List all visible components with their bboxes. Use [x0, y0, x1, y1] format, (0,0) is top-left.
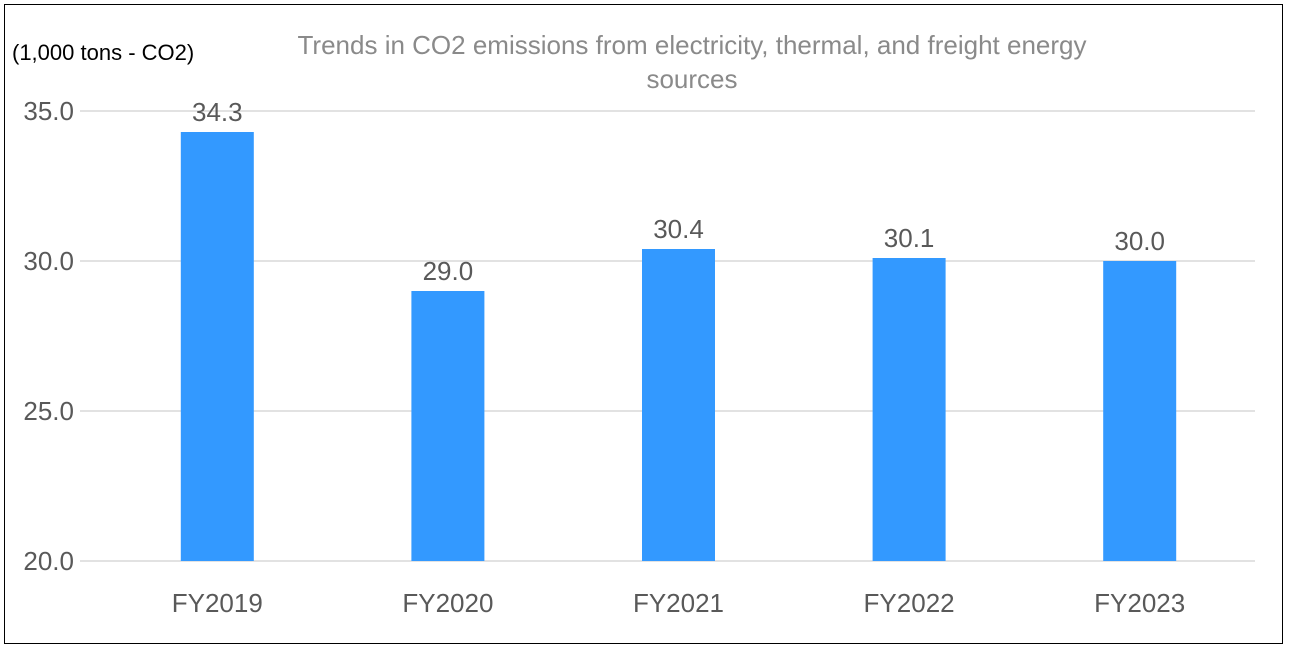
bar-fy2020 — [411, 291, 485, 561]
x-axis-categories: FY2019 FY2020 FY2021 FY2022 FY2023 — [172, 588, 1185, 618]
bar-fy2019 — [180, 132, 254, 561]
value-label: 34.3 — [192, 97, 243, 127]
value-label: 30.0 — [1114, 226, 1165, 256]
bars — [180, 132, 1177, 561]
y-tick-label: 20.0 — [23, 546, 74, 576]
x-category-label: FY2021 — [633, 588, 724, 618]
bar-fy2022 — [872, 258, 946, 561]
value-labels: 34.3 29.0 30.4 30.1 30.0 — [192, 97, 1165, 286]
y-tick-label: 25.0 — [23, 396, 74, 426]
x-category-label: FY2022 — [864, 588, 955, 618]
bar-fy2023 — [1103, 261, 1177, 561]
y-tick-label: 30.0 — [23, 246, 74, 276]
y-tick-label: 35.0 — [23, 96, 74, 126]
x-category-label: FY2019 — [172, 588, 263, 618]
x-category-label: FY2023 — [1094, 588, 1185, 618]
y-axis-unit-label: (1,000 tons - CO2) — [12, 40, 195, 65]
y-axis-ticks: 20.0 25.0 30.0 35.0 — [23, 96, 74, 576]
x-category-label: FY2020 — [402, 588, 493, 618]
value-label: 30.4 — [653, 214, 704, 244]
value-label: 29.0 — [423, 256, 474, 286]
value-label: 30.1 — [884, 223, 935, 253]
bar-fy2021 — [642, 249, 715, 561]
chart-title: Trends in CO2 emissions from electricity… — [297, 30, 1087, 94]
